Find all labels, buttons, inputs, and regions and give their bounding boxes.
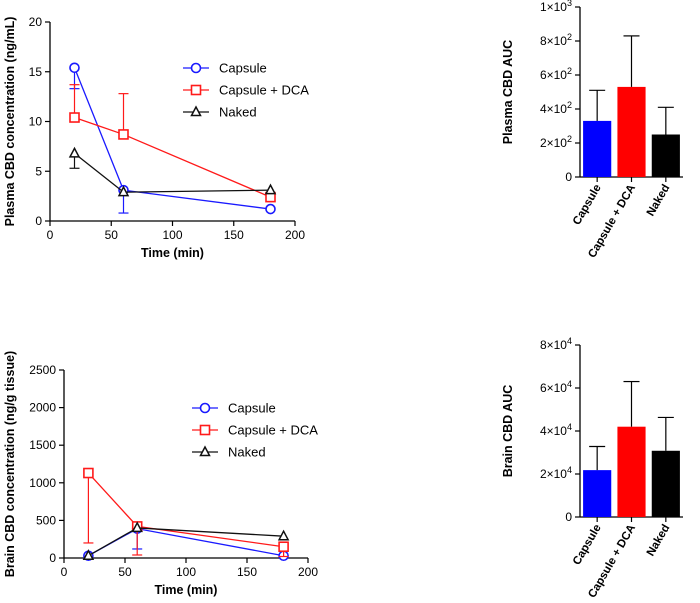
y-tick-label: 0 [49, 551, 56, 565]
y-tick-label: 8×102 [540, 32, 572, 48]
legend-label: Capsule + DCA [228, 423, 318, 438]
legend-label: Capsule [228, 401, 276, 416]
series-naked [68, 146, 277, 197]
x-tick-label: 200 [298, 565, 318, 579]
y-tick-label: 2500 [29, 363, 56, 377]
x-tick-label: 0 [47, 228, 54, 242]
series-capsule-dca [69, 84, 276, 203]
data-point [82, 549, 95, 560]
x-tick-label: 150 [237, 565, 257, 579]
y-tick-label: 2×102 [540, 134, 572, 150]
series-capsule-dca [83, 467, 289, 558]
data-point [131, 521, 143, 533]
y-tick-label: 500 [36, 513, 56, 527]
data-point [265, 203, 276, 215]
legend-label: Naked [219, 105, 257, 120]
data-point [69, 112, 80, 123]
y-tick-label: 4×104 [540, 422, 572, 438]
legend-marker [190, 105, 202, 117]
series-line [74, 152, 271, 193]
x-tick-label: 100 [162, 228, 182, 242]
y-tick-label: 4×102 [540, 100, 572, 116]
bar [651, 450, 680, 517]
data-point [83, 467, 94, 479]
data-point [69, 62, 80, 74]
y-tick-label: 0 [565, 170, 572, 184]
y-tick-label: 2×104 [540, 465, 572, 481]
data-point [264, 183, 277, 195]
legend: Capsule Capsule + DCA Naked [192, 401, 318, 460]
y-tick-label: 1000 [29, 476, 56, 490]
y-axis-label: Plasma CBD AUC [501, 40, 515, 144]
x-tick-label: 200 [285, 228, 305, 242]
x-axis-label: Time (min) [141, 246, 204, 260]
y-tick-label: 6×102 [540, 66, 572, 82]
data-point [118, 129, 129, 140]
x-tick-label: Naked [645, 183, 673, 219]
brain_auc-chart: 0 2×104 4×104 6×104 8×104 Brain CBD AUC Capsul… [501, 336, 683, 600]
legend-label: Naked [228, 445, 266, 460]
series-capsule [83, 523, 289, 562]
legend-marker [199, 402, 211, 414]
x-tick-label: 0 [61, 565, 68, 579]
y-tick-label: 0 [35, 214, 42, 228]
x-tick-label: 50 [105, 228, 119, 242]
y-axis-label: Brain CBD concentration (ng/g tissue) [3, 351, 17, 577]
bar [583, 120, 612, 177]
y-axis-label: Plasma CBD concentration (ng/mL) [3, 17, 17, 227]
y-tick-label: 0 [565, 510, 572, 524]
bar [583, 470, 612, 517]
y-tick-label: 1500 [29, 438, 56, 452]
plasma_auc-chart: 0 2×102 4×102 6×102 8×102 1×103 Plasma CBD AUC… [501, 0, 683, 260]
x-tick-label: 50 [118, 565, 132, 579]
plasma_time-chart: 0 50 100 150 200 0 5 10 15 20 Time (min) Plasma CBD… [3, 15, 309, 260]
x-tick-label: 150 [224, 228, 244, 242]
x-tick-label: Naked [645, 523, 673, 559]
x-tick-label: Capsule [571, 523, 604, 568]
series-line [87, 472, 284, 548]
bar [617, 86, 646, 177]
data-point [117, 185, 130, 197]
series-line [74, 116, 271, 198]
y-tick-label: 15 [29, 65, 43, 79]
legend-marker [199, 445, 211, 457]
legend-label: Capsule + DCA [219, 83, 309, 98]
y-axis-label: Brain CBD AUC [501, 385, 515, 478]
series-line [88, 527, 284, 557]
data-point [277, 529, 290, 541]
y-tick-label: 2000 [29, 401, 56, 415]
series-naked [82, 521, 290, 560]
data-point [278, 541, 289, 553]
legend-marker [190, 84, 202, 96]
legend-marker [190, 62, 202, 74]
y-tick-label: 6×104 [540, 379, 572, 395]
data-point [68, 146, 81, 158]
legend-label: Capsule [219, 61, 267, 76]
bar [617, 426, 646, 517]
y-tick-label: 5 [35, 164, 42, 178]
x-tick-label: 100 [176, 565, 196, 579]
y-tick-label: 8×104 [540, 336, 572, 352]
legend-marker [199, 424, 211, 436]
legend: Capsule Capsule + DCA Naked [183, 61, 309, 120]
y-tick-label: 10 [29, 115, 43, 129]
y-tick-label: 20 [29, 15, 43, 29]
x-axis-label: Time (min) [155, 583, 218, 597]
x-tick-label: Capsule [571, 183, 604, 228]
y-tick-label: 1×103 [540, 0, 572, 14]
bar [651, 134, 680, 177]
